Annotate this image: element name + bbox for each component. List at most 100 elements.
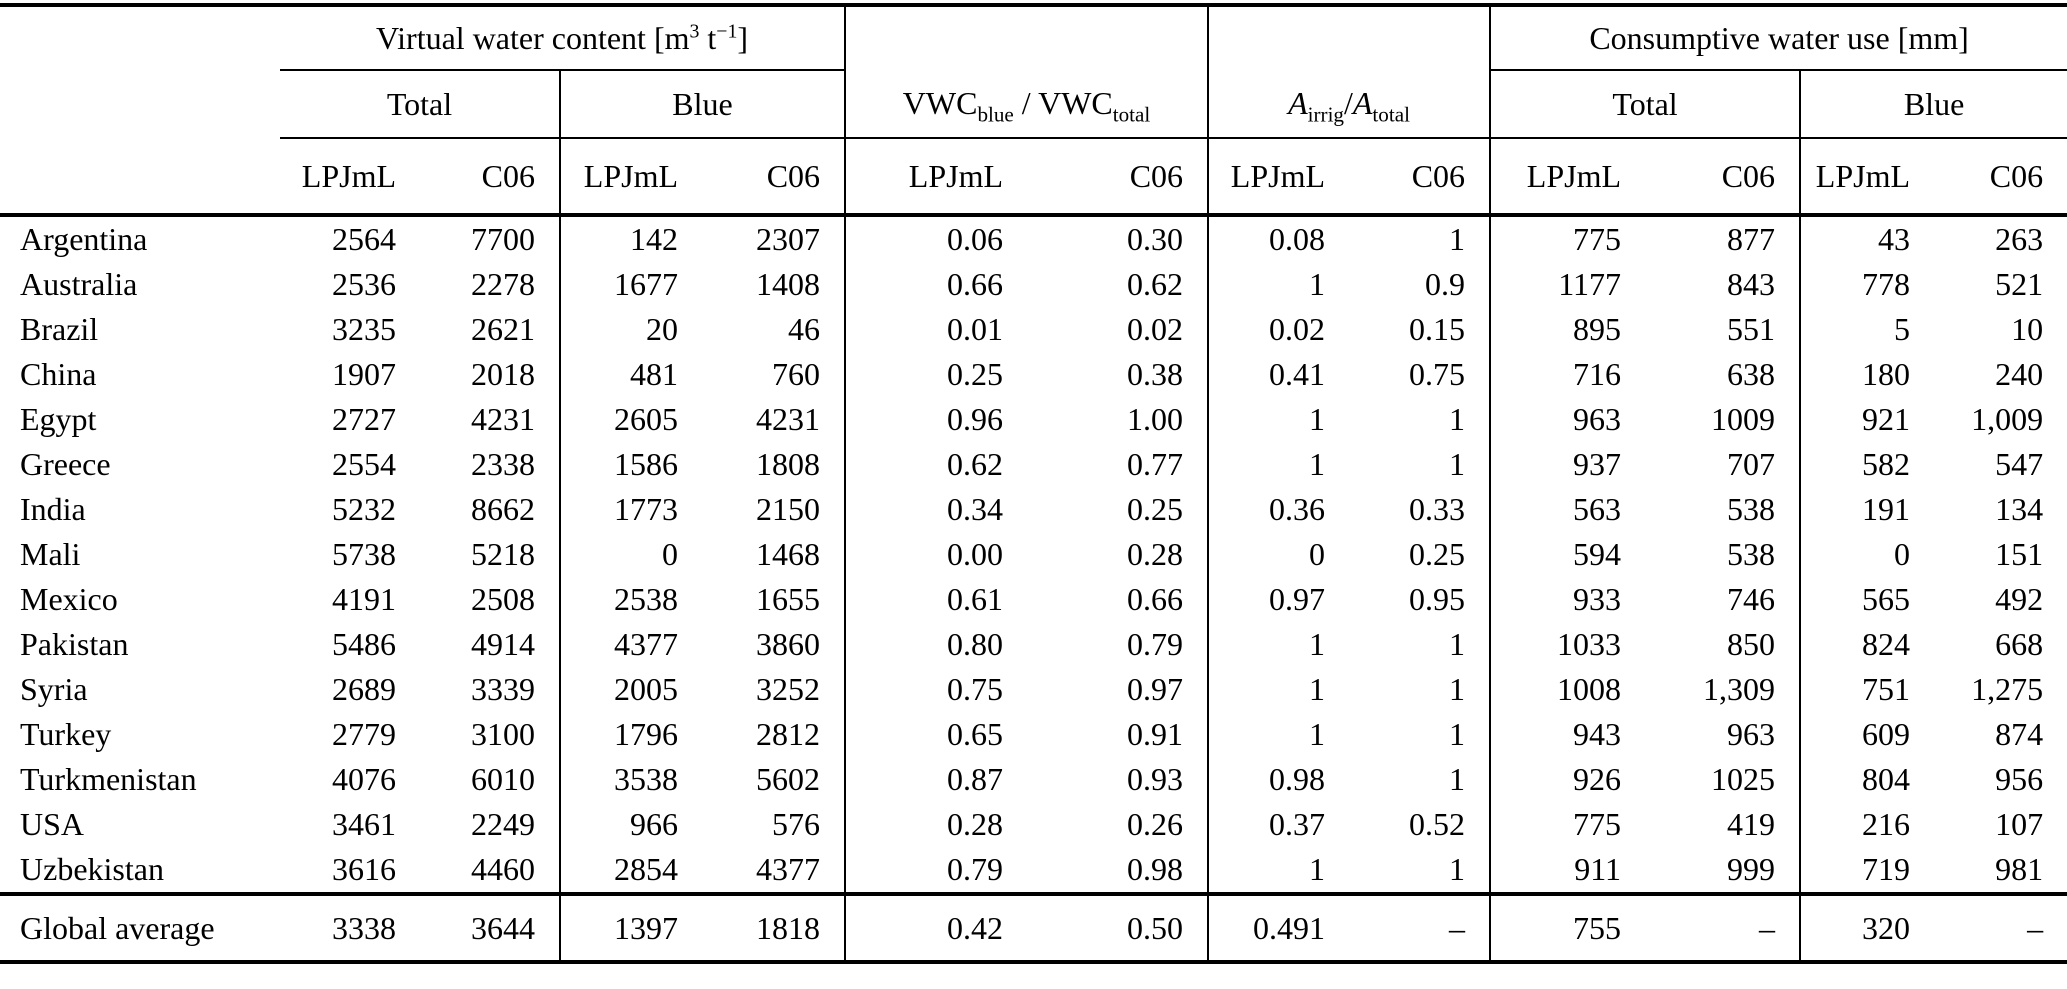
value-cell: 1,009: [1971, 401, 2044, 437]
value-cell: 0.06: [947, 221, 1004, 257]
cwu-total-header: Total: [1490, 70, 1802, 139]
value-cell: 1586: [614, 446, 678, 482]
value-cell: 0.87: [947, 761, 1004, 797]
ratio-base: A: [1288, 85, 1308, 121]
value-cell: 1677: [614, 266, 678, 302]
value-cell: 134: [1995, 491, 2044, 527]
value-cell: 1033: [1557, 626, 1622, 662]
value-cell: 1: [1309, 446, 1326, 482]
value-cell: 804: [1862, 761, 1911, 797]
value-cell: 0: [1309, 536, 1326, 572]
value-cell: 1796: [614, 716, 678, 752]
value-cell: 4460: [420, 847, 561, 896]
table-footer-row: Global average 3338 3644 1397 1818 0.42 0.50 0.…: [0, 894, 2067, 964]
value-cell: 1: [1349, 215, 1492, 262]
value-cell: 2005: [614, 671, 678, 707]
value-cell: 5486: [332, 626, 396, 662]
value-cell: 521: [1995, 266, 2044, 302]
value-cell: 0.97: [1027, 667, 1210, 712]
value-cell: 956: [1995, 761, 2044, 797]
vwc-total-header: Total: [280, 70, 561, 139]
value-cell: 191: [1862, 491, 1911, 527]
value-cell: 2536: [332, 266, 396, 302]
value-cell: 142: [630, 221, 678, 257]
value-cell: 2564: [332, 221, 396, 257]
table-row: Uzbekistan 3616 4460 2854 4377 0.79 0.98 1 1 911 9…: [0, 847, 2067, 896]
table-row: Greece 2554 2338 1586 1808 0.62 0.77 1 1 937 707 58…: [0, 442, 2067, 487]
value-cell: 2812: [702, 712, 847, 757]
value-cell: 716: [1573, 356, 1622, 392]
value-cell: 963: [1645, 712, 1802, 757]
value-cell: 0.36: [1269, 491, 1326, 527]
table-body: Argentina 2564 7700 142 2307 0.06 0.30 0.08 1 775…: [0, 215, 2067, 896]
table-row: India 5232 8662 1773 2150 0.34 0.25 0.36 0.33 563…: [0, 487, 2067, 532]
value-cell: 240: [1995, 356, 2044, 392]
ratio-base: VWC: [902, 85, 978, 121]
value-cell: 0.25: [1349, 532, 1492, 577]
value-cell: 0.95: [1349, 577, 1492, 622]
ratio-sub: blue: [977, 102, 1014, 127]
value-cell: 5218: [420, 532, 561, 577]
value-cell: 895: [1573, 311, 1622, 347]
footer-value-cell: –: [1349, 894, 1492, 964]
value-cell: 0.62: [1027, 262, 1210, 307]
value-cell: 5738: [332, 536, 396, 572]
ratio-base: A: [1352, 85, 1373, 121]
area-ratio-spacer-cell: [1208, 5, 1492, 70]
value-cell: 0.01: [947, 311, 1004, 347]
value-cell: 843: [1645, 262, 1802, 307]
value-cell: 594: [1573, 536, 1622, 572]
value-cell: 1: [1309, 626, 1326, 662]
country-cell: India: [20, 491, 86, 527]
value-cell: 263: [1995, 221, 2044, 257]
value-cell: 943: [1573, 716, 1622, 752]
value-cell: 4231: [702, 397, 847, 442]
country-cell: Egypt: [20, 401, 97, 437]
value-cell: 0.02: [1269, 311, 1326, 347]
footer-value-cell: 1818: [702, 894, 847, 964]
value-cell: 760: [702, 352, 847, 397]
value-cell: 0.79: [845, 847, 1028, 896]
cwu-group-header: Consumptive water use [mm]: [1490, 5, 2067, 71]
value-cell: 5: [1894, 311, 1911, 347]
value-cell: 1: [1309, 716, 1326, 752]
value-cell: 966: [630, 806, 678, 842]
value-cell: 638: [1645, 352, 1802, 397]
value-cell: 4914: [420, 622, 561, 667]
footer-value-cell: 0.491: [1208, 894, 1350, 964]
model-col-header: C06: [420, 138, 561, 217]
value-cell: 1: [1309, 266, 1326, 302]
value-cell: 8662: [420, 487, 561, 532]
value-cell: 5232: [332, 491, 396, 527]
value-cell: 481: [630, 356, 678, 392]
value-cell: 180: [1862, 356, 1911, 392]
value-cell: 0.25: [1027, 487, 1210, 532]
model-col-header: LPJmL: [845, 138, 1028, 217]
value-cell: 751: [1862, 671, 1911, 707]
vwc-ratio-header: VWCblue / VWCtotal: [845, 70, 1210, 139]
value-cell: 1: [1208, 847, 1350, 896]
value-cell: 850: [1645, 622, 1802, 667]
footer-value-cell: 320: [1800, 894, 1935, 964]
value-cell: 0.66: [1027, 577, 1210, 622]
country-cell: Mali: [20, 536, 81, 572]
value-cell: 2621: [420, 307, 561, 352]
value-cell: 4231: [420, 397, 561, 442]
value-cell: 0.61: [947, 581, 1004, 617]
model-col-header: C06: [1027, 138, 1210, 217]
table-header: Virtual water content [m3 t−1] Consumpti…: [0, 5, 2067, 217]
value-cell: 2150: [702, 487, 847, 532]
table-row: Mexico 4191 2508 2538 1655 0.61 0.66 0.97 0.95 93…: [0, 577, 2067, 622]
value-cell: 1009: [1645, 397, 1802, 442]
value-cell: 1,309: [1645, 667, 1802, 712]
vwc-header-text: ]: [737, 19, 749, 56]
country-cell: USA: [20, 806, 85, 842]
value-cell: 576: [702, 802, 847, 847]
value-cell: 0.28: [947, 806, 1004, 842]
value-cell: 2249: [420, 802, 561, 847]
value-cell: 492: [1995, 581, 2044, 617]
value-cell: 0.25: [947, 356, 1004, 392]
table-row: Turkmenistan 4076 6010 3538 5602 0.87 0.93 0.98…: [0, 757, 2067, 802]
vwc-header-sup: 3: [689, 19, 700, 42]
header-model-row: LPJmL C06 LPJmL C06 LPJmL C06 LPJmL C06 …: [0, 138, 2067, 217]
